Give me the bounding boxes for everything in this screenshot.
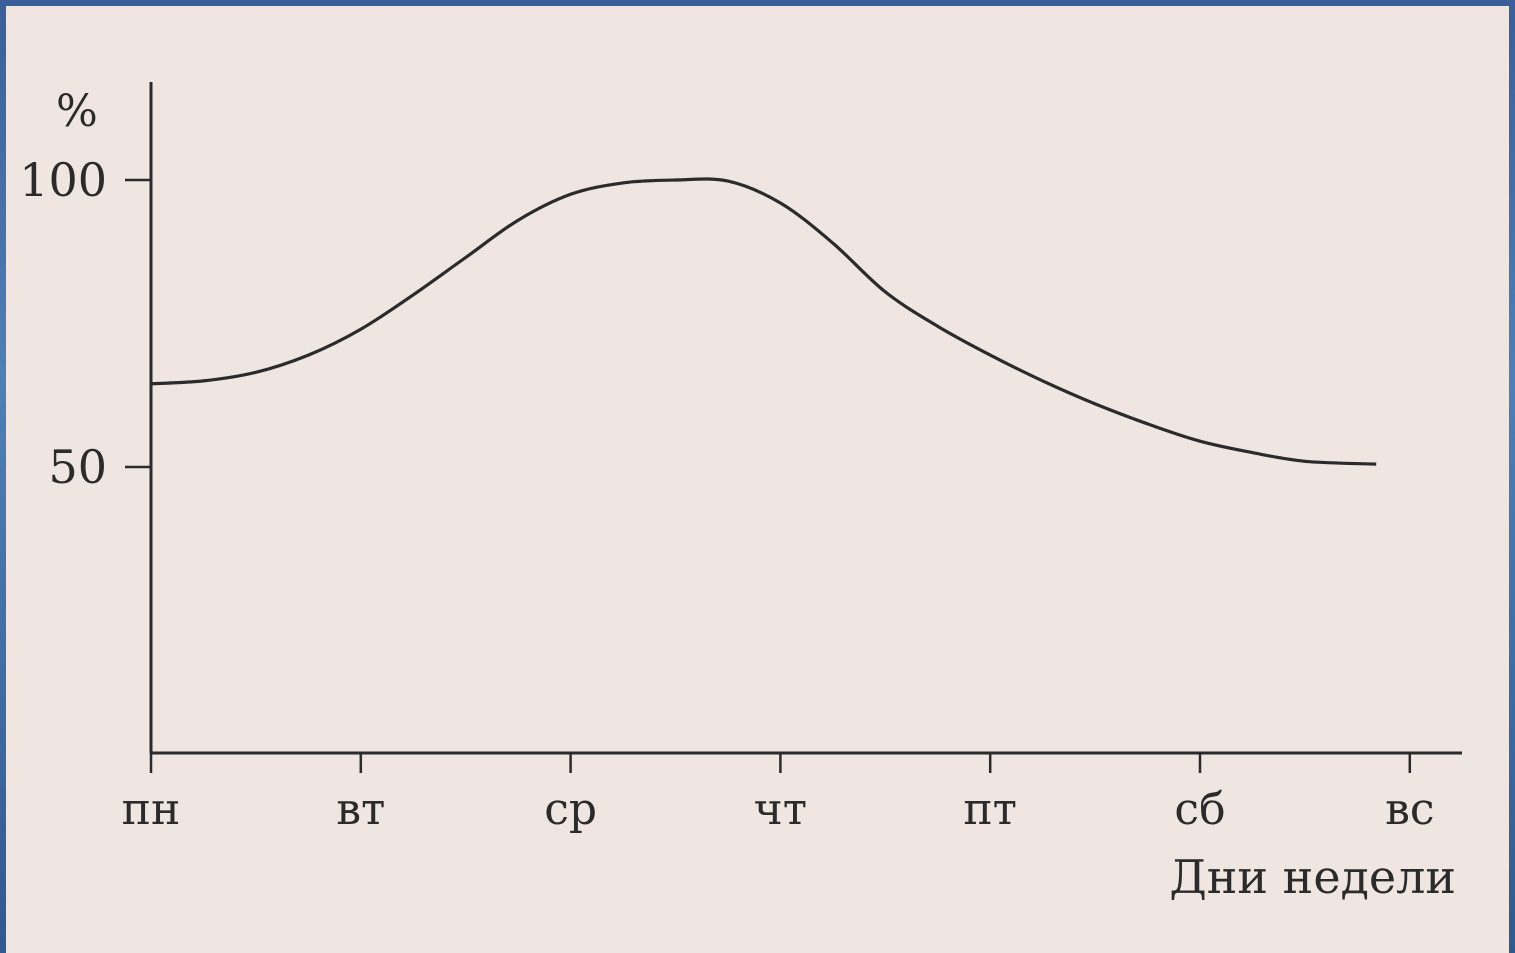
x-tick-label: вт xyxy=(336,784,385,835)
x-tick-label: сб xyxy=(1174,784,1225,835)
y-ticks: 100 50 xyxy=(19,153,151,494)
x-tick-label: пн xyxy=(122,784,181,835)
y-tick-label: 50 xyxy=(48,440,107,494)
series-line xyxy=(150,177,1377,466)
chart-axes xyxy=(149,82,1462,755)
y-axis-label: % xyxy=(56,86,98,137)
x-tick-label: ср xyxy=(544,784,597,835)
x-tick-label: чт xyxy=(754,784,807,835)
x-tick-label: пт xyxy=(963,784,1017,835)
x-tick-label: вс xyxy=(1385,784,1434,835)
paper-background xyxy=(6,6,1509,953)
y-tick-label: 100 xyxy=(19,153,107,207)
x-axis-label: Дни недели xyxy=(1169,850,1456,904)
x-ticks: пн вт ср чт пт сб вс xyxy=(122,753,1435,835)
